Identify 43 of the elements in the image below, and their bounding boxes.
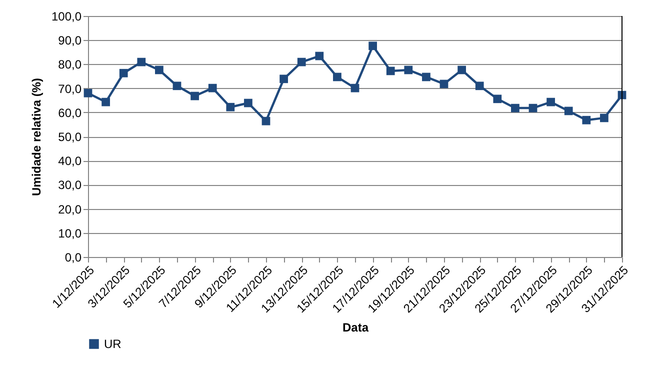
y-tick-label: 10,0	[58, 226, 82, 240]
point	[582, 116, 591, 124]
y-tick-label: 100,0	[51, 10, 82, 24]
y-tick-label: 90,0	[58, 34, 82, 48]
legend-label: UR	[104, 337, 122, 351]
y-axis-title: Umidade relativa (%)	[29, 78, 44, 196]
x-axis-title: Data	[342, 320, 369, 335]
point	[528, 104, 538, 112]
point	[458, 66, 466, 74]
point	[262, 116, 270, 126]
point	[155, 66, 164, 74]
point	[102, 98, 110, 106]
point	[190, 92, 199, 100]
y-tick-label: 0,0	[64, 250, 82, 264]
point	[280, 74, 288, 84]
point	[600, 114, 608, 122]
point	[511, 104, 520, 112]
point	[172, 82, 182, 90]
point	[546, 98, 555, 106]
point	[350, 84, 360, 92]
point	[404, 66, 413, 74]
y-tick-label: 60,0	[58, 106, 82, 120]
point	[564, 106, 573, 116]
point	[137, 58, 146, 66]
point	[208, 84, 217, 92]
y-tick-label: 70,0	[58, 82, 82, 96]
y-tick-label: 30,0	[58, 178, 82, 192]
point	[422, 72, 430, 82]
point	[493, 94, 502, 104]
y-tick-label: 50,0	[58, 130, 82, 144]
point	[297, 58, 306, 66]
point	[333, 72, 342, 82]
point	[475, 82, 484, 90]
y-tick-label: 20,0	[58, 202, 82, 216]
point	[440, 80, 448, 88]
y-tick-label: 40,0	[58, 154, 82, 168]
y-tick-label: 80,0	[58, 58, 82, 72]
point	[119, 68, 128, 78]
point	[368, 42, 377, 50]
point	[386, 66, 395, 76]
point	[226, 102, 235, 112]
point	[244, 98, 252, 108]
point	[315, 52, 324, 60]
